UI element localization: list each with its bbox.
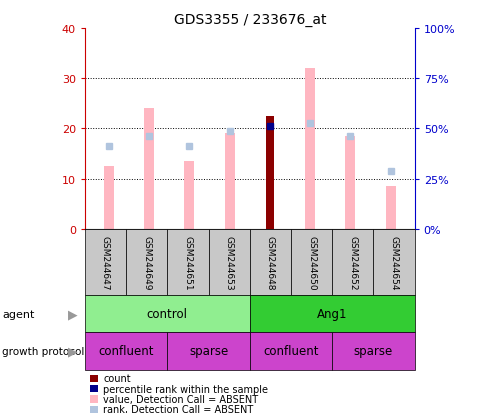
Bar	[224, 134, 234, 229]
Bar	[304, 69, 315, 229]
Text: GSM244652: GSM244652	[348, 235, 357, 290]
Text: control: control	[147, 307, 187, 320]
Text: confluent: confluent	[263, 344, 318, 358]
Bar	[104, 166, 114, 229]
Text: GSM244649: GSM244649	[142, 235, 151, 290]
Text: percentile rank within the sample: percentile rank within the sample	[103, 384, 268, 394]
Text: GSM244653: GSM244653	[224, 235, 233, 290]
Text: GSM244650: GSM244650	[306, 235, 316, 290]
Bar	[385, 187, 395, 229]
Bar	[266, 116, 273, 229]
Text: GSM244647: GSM244647	[101, 235, 110, 290]
Text: GSM244654: GSM244654	[389, 235, 398, 290]
Text: rank, Detection Call = ABSENT: rank, Detection Call = ABSENT	[103, 404, 253, 413]
Text: GSM244651: GSM244651	[183, 235, 192, 290]
Text: count: count	[103, 373, 131, 383]
Text: sparse: sparse	[353, 344, 392, 358]
Text: value, Detection Call = ABSENT: value, Detection Call = ABSENT	[103, 394, 258, 404]
Bar	[184, 161, 194, 229]
Text: sparse: sparse	[189, 344, 227, 358]
Bar	[144, 109, 154, 229]
Text: Ang1: Ang1	[317, 307, 347, 320]
Text: ▶: ▶	[68, 344, 77, 358]
Bar	[345, 137, 355, 229]
Text: confluent: confluent	[98, 344, 153, 358]
Text: ▶: ▶	[68, 307, 77, 320]
Text: GSM244648: GSM244648	[265, 235, 274, 290]
Title: GDS3355 / 233676_at: GDS3355 / 233676_at	[173, 12, 325, 26]
Text: agent: agent	[2, 309, 35, 319]
Text: growth protocol: growth protocol	[2, 346, 85, 356]
